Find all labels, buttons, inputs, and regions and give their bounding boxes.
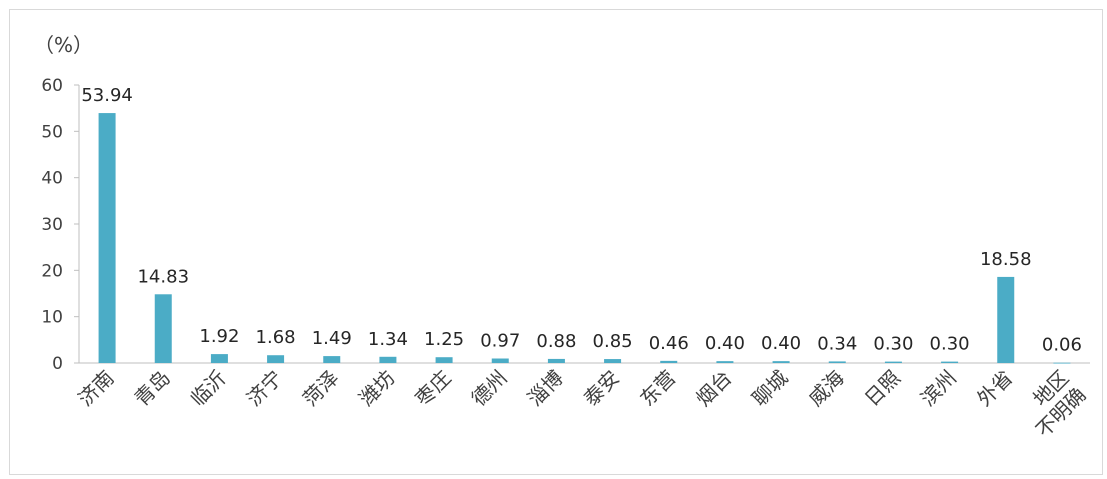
data-label: 1.34 <box>368 329 408 350</box>
category-label: 济宁 <box>242 366 287 411</box>
category-label: 威海 <box>804 366 849 411</box>
category-label: 聊城 <box>747 366 792 411</box>
category-label: 东营 <box>635 366 680 411</box>
data-label: 18.58 <box>980 249 1032 270</box>
category-label: 地区不明确 <box>1014 366 1090 442</box>
category-label: 滨州 <box>916 366 961 411</box>
data-label: 0.06 <box>1042 335 1082 356</box>
bar <box>660 360 678 363</box>
data-label: 0.40 <box>761 333 801 354</box>
data-label: 0.30 <box>873 334 913 355</box>
y-tick-label: 40 <box>41 169 63 189</box>
category-label: 枣庄 <box>410 366 455 411</box>
bar <box>379 356 397 363</box>
bar <box>604 359 622 363</box>
category-label: 青岛 <box>130 366 175 411</box>
bar <box>716 361 734 363</box>
bar <box>154 294 172 363</box>
bar <box>98 113 116 363</box>
category-label: 菏泽 <box>298 366 343 411</box>
category-label: 临沂 <box>186 366 231 411</box>
bar <box>435 357 453 363</box>
category-label: 烟台 <box>691 366 736 411</box>
y-tick-label: 60 <box>41 76 63 96</box>
bar <box>772 361 790 363</box>
y-tick-label: 50 <box>41 122 63 142</box>
category-label: 日照 <box>860 366 905 411</box>
bar <box>1053 362 1071 364</box>
data-label: 0.30 <box>930 334 970 355</box>
y-tick-label: 20 <box>41 261 63 281</box>
data-label: 0.40 <box>705 333 745 354</box>
data-label: 1.25 <box>424 329 464 350</box>
category-label: 外省 <box>972 366 1017 411</box>
bar <box>828 361 846 363</box>
bar <box>941 361 959 363</box>
bar <box>267 355 285 363</box>
chart-frame <box>9 9 1103 475</box>
y-tick-label: 0 <box>52 354 63 374</box>
category-label: 济南 <box>73 366 118 411</box>
bar <box>547 358 565 363</box>
data-label: 0.85 <box>593 331 633 352</box>
bar <box>491 358 509 363</box>
data-label: 1.49 <box>312 328 352 349</box>
bar <box>323 356 341 363</box>
bar <box>997 276 1015 363</box>
data-label: 14.83 <box>137 266 189 287</box>
data-label: 53.94 <box>81 85 133 106</box>
category-label: 泰安 <box>579 366 624 411</box>
data-label: 0.97 <box>480 331 520 352</box>
bar <box>210 354 228 363</box>
data-label: 0.88 <box>536 331 576 352</box>
bar <box>884 361 902 363</box>
data-label: 1.68 <box>256 327 296 348</box>
category-label: 淄博 <box>523 366 568 411</box>
data-label: 1.92 <box>199 326 239 347</box>
y-axis-unit-label: （%） <box>34 33 93 57</box>
data-label: 0.46 <box>649 333 689 354</box>
category-label: 潍坊 <box>354 366 399 411</box>
y-tick-label: 10 <box>41 308 63 328</box>
data-label: 0.34 <box>817 333 857 354</box>
y-tick-label: 30 <box>41 215 63 235</box>
category-label: 德州 <box>467 366 512 411</box>
